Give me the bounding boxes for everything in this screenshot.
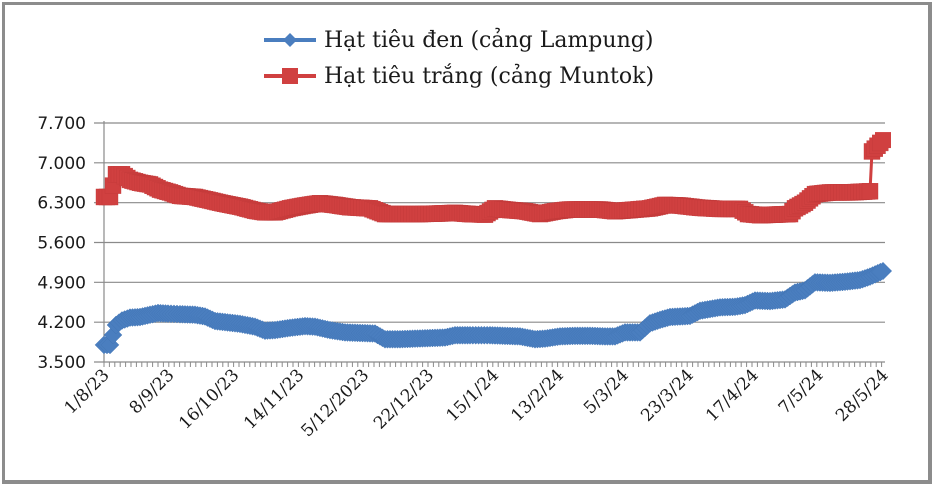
y-tick-label: 3.500 (37, 353, 86, 373)
y-tick-label: 7.700 (37, 114, 86, 134)
chart-legend: Hạt tiêu đen (cảng Lampung) Hạt tiêu trắ… (262, 22, 654, 94)
square-marker-icon (264, 68, 316, 84)
x-tick-label: 5/12/2023 (297, 365, 373, 441)
x-tick-label: 15/1/24 (443, 365, 503, 425)
legend-item-white-pepper: Hạt tiêu trắng (cảng Muntok) (262, 58, 654, 94)
y-axis-ticks: 3.500 4.200 4.900 5.600 6.300 7.000 7.700 (37, 114, 86, 373)
x-axis-ticks: 1/8/23 8/9/2316/10/2314/11/235/12/202322/… (61, 362, 893, 441)
x-tick-label: 1/8/23 (61, 365, 114, 418)
y-tick-label: 4.900 (37, 273, 86, 293)
series-white-pepper-muntok (95, 132, 891, 224)
legend-item-black-pepper: Hạt tiêu đen (cảng Lampung) (262, 22, 654, 58)
x-tick-label: 28/5/24 (832, 365, 892, 425)
y-tick-label: 6.300 (37, 194, 86, 214)
x-tick-label: 7/5/24 (775, 365, 828, 418)
diamond-marker-icon (264, 33, 316, 47)
x-tick-label: 5/3/24 (580, 365, 633, 418)
x-tick-label: 16/10/23 (175, 365, 243, 433)
x-tick-label: 17/4/24 (702, 365, 762, 425)
y-tick-label: 5.600 (37, 234, 86, 254)
x-tick-label: 13/2/24 (507, 365, 567, 425)
series-black-pepper-lampung (94, 261, 892, 355)
x-tick-label: 14/11/23 (240, 365, 308, 433)
x-tick-label: 22/12/23 (370, 365, 438, 433)
legend-label: Hạt tiêu trắng (cảng Muntok) (324, 63, 655, 89)
y-tick-label: 7.000 (37, 154, 86, 174)
y-tick-label: 4.200 (37, 313, 86, 333)
x-tick-label: 23/3/24 (637, 365, 697, 425)
legend-label: Hạt tiêu đen (cảng Lampung) (324, 27, 654, 53)
x-tick-label: 8/9/23 (126, 365, 179, 418)
